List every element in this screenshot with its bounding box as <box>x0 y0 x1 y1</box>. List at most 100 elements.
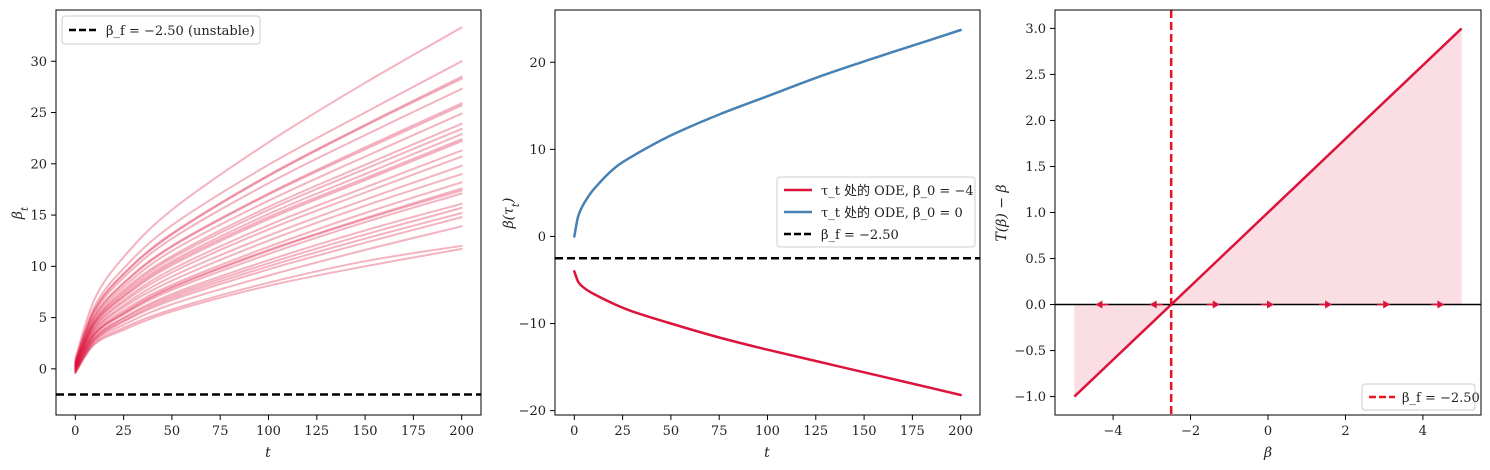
panel-3: −4 −2 0 2 4 −1.0−0.50.00.51.01.52.02.53.0 β … <box>994 9 1482 461</box>
p3-legend-box <box>1361 383 1476 411</box>
p1-xtick-label: 125 <box>304 424 329 439</box>
p3-diff-line <box>1073 27 1463 398</box>
p3-ylabel: T(β) − β <box>994 184 1010 241</box>
p3-flow-arrow-head <box>1212 300 1220 309</box>
p3-xtick-label: −4 <box>1104 424 1123 439</box>
p3-ytick-label: −0.5 <box>1014 344 1046 359</box>
p2-legend-label-beta0-0: τ_t 处的 ODE, β_0 = 0 <box>821 205 963 221</box>
p3-flow-arrow-head <box>1437 300 1445 309</box>
p1-trajectory-line <box>74 202 463 371</box>
p2-xtick-label: 0 <box>570 424 578 439</box>
p2-line-beta0-neg4 <box>573 270 962 397</box>
p1-ytick-label: 25 <box>30 106 47 121</box>
p3-ytick-label: 1.0 <box>1025 206 1046 221</box>
p1-xtick-label: 25 <box>115 424 132 439</box>
p1-xtick-label: 150 <box>353 424 378 439</box>
p3-ytick-label: 3.0 <box>1025 22 1046 37</box>
p1-trajectory-line <box>74 181 463 370</box>
p1-xlabel: t <box>265 445 271 461</box>
p2-ytick-label: 20 <box>529 56 546 71</box>
p3-flow-arrow-head <box>1267 300 1274 309</box>
p1-trajectory-line <box>74 102 463 365</box>
p1-axes-frame <box>55 9 482 416</box>
p1-trajectory-line <box>74 247 463 374</box>
p1-trajectory-line <box>74 192 463 371</box>
p3-flow-arrow-head <box>1095 300 1103 309</box>
p1-trajectory-line <box>74 155 463 368</box>
p1-trajectory-line <box>74 138 463 367</box>
p1-trajectory-line <box>74 212 463 372</box>
p2-ytick-label: −10 <box>519 317 546 332</box>
p2-xlabel: t <box>764 445 770 461</box>
p2-xtick-label: 175 <box>900 424 925 439</box>
p2-legend-box <box>776 176 976 248</box>
p1-trajectory-line <box>74 225 463 373</box>
p2-xtick-label: 200 <box>948 424 973 439</box>
p3-flow-arrows <box>1095 300 1445 309</box>
p2-xtick-label: 75 <box>711 424 728 439</box>
p3-legend-label: β_f = −2.50 <box>1402 391 1480 406</box>
p2-xtick-label: 25 <box>614 424 631 439</box>
p1-ytick-label: 10 <box>30 260 47 275</box>
p1-trajectory-line <box>74 149 463 368</box>
p2-xtick-label: 100 <box>755 424 780 439</box>
p1-xtick-label: 200 <box>449 424 474 439</box>
p2-legend-label-reference: β_f = −2.50 <box>821 228 899 243</box>
p2-line-beta0-0 <box>573 28 962 238</box>
p3-xtick-label: 0 <box>1264 424 1272 439</box>
p1-trajectory-line <box>74 206 463 372</box>
p2-xtick-label: 125 <box>803 424 828 439</box>
p2-ylabel: β(τt) <box>501 198 522 230</box>
p3-ytick-label: 0.5 <box>1025 252 1046 267</box>
p1-xtick-label: 100 <box>256 424 281 439</box>
p1-trajectory-line <box>74 173 463 369</box>
p3-ytick-label: −1.0 <box>1014 390 1046 405</box>
p1-trajectory-line <box>74 87 463 364</box>
p1-trajectory-line <box>74 216 463 373</box>
p2-xtick-label: 150 <box>852 424 877 439</box>
p1-trajectory-line <box>74 26 463 360</box>
p3-ytick-label: 1.5 <box>1025 160 1046 175</box>
p3-flow-arrow-head <box>1383 300 1391 309</box>
panel-1: 0 25 50 75 100 125 150 175 200 0 5 10 15 20 25 30 t βt… <box>10 9 482 461</box>
p3-ytick-label: 2.5 <box>1025 68 1046 83</box>
p3-flow-arrow-head <box>1325 300 1333 309</box>
p1-trajectory-line <box>74 60 463 362</box>
p2-ytick-label: 0 <box>538 230 546 245</box>
p3-flow-arrow-head <box>1149 300 1157 309</box>
p1-series-group <box>74 26 463 374</box>
p1-ylabel: βt <box>10 206 31 220</box>
p1-trajectory-line <box>74 244 463 374</box>
p1-trajectory-line <box>74 75 463 363</box>
p2-legend: τ_t 处的 ODE, β_0 = −4 τ_t 处的 ODE, β_0 = 0… <box>776 176 976 248</box>
p1-xtick-label: 0 <box>71 424 79 439</box>
p1-ytick-label: 20 <box>30 157 47 172</box>
p1-xtick-label: 175 <box>401 424 426 439</box>
p1-ytick-label: 30 <box>30 55 47 70</box>
panel-2: 0 25 50 75 100 125 150 175 200 −20 −10 0 10 20 t β(τ… <box>501 9 981 461</box>
p1-trajectory-line <box>74 164 463 369</box>
p2-xtick-label: 50 <box>663 424 680 439</box>
p1-trajectory-line <box>74 104 463 365</box>
p1-trajectory-line <box>74 133 463 367</box>
p3-ytick-label: 0.0 <box>1025 298 1046 313</box>
p3-xtick-label: −2 <box>1181 424 1200 439</box>
p2-ytick-label: −20 <box>519 404 546 419</box>
p2-ytick-label: 10 <box>529 143 546 158</box>
p3-xtick-label: 4 <box>1419 424 1427 439</box>
p3-xlabel: β <box>1263 445 1272 461</box>
p1-legend-box <box>61 15 261 45</box>
p1-ytick-label: 5 <box>39 311 47 326</box>
p2-legend-label-beta0-neg4: τ_t 处的 ODE, β_0 = −4 <box>821 183 974 199</box>
p1-ytick-label: 0 <box>39 362 47 377</box>
p1-trajectory-line <box>74 122 463 366</box>
p1-xtick-label: 75 <box>212 424 229 439</box>
p1-trajectory-line <box>74 127 463 367</box>
p3-xtick-label: 2 <box>1341 424 1349 439</box>
p3-legend: β_f = −2.50 <box>1361 383 1480 411</box>
p1-trajectory-line <box>74 112 463 366</box>
p1-legend: β_f = −2.50 (unstable) <box>61 15 261 45</box>
p1-legend-reference-label: β_f = −2.50 (unstable) <box>106 24 255 39</box>
p1-trajectory-line <box>74 140 463 368</box>
